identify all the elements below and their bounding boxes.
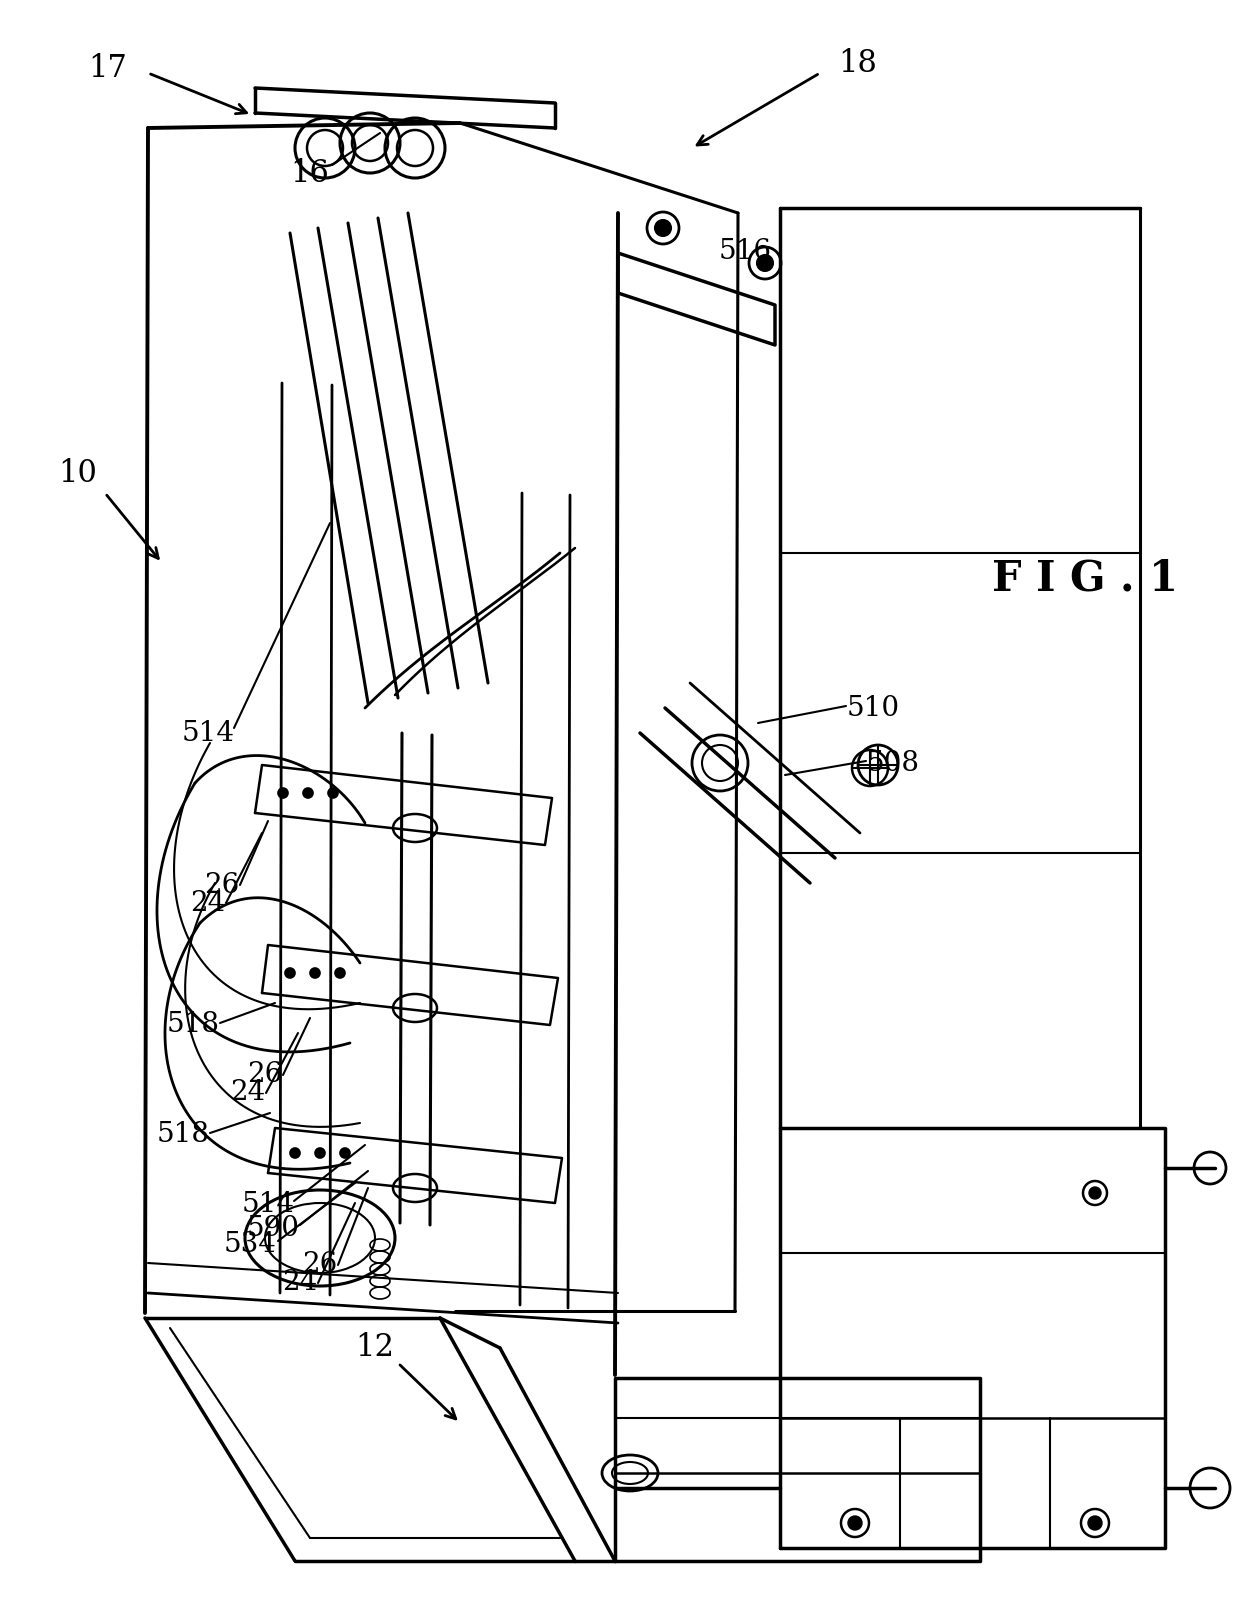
Text: 26: 26: [247, 1061, 283, 1088]
Text: 534: 534: [223, 1231, 277, 1258]
Circle shape: [278, 789, 288, 798]
Text: 24: 24: [231, 1079, 265, 1106]
Text: 24: 24: [191, 890, 226, 917]
Circle shape: [285, 968, 295, 978]
Text: 24: 24: [283, 1270, 317, 1297]
Circle shape: [315, 1148, 325, 1157]
Circle shape: [1087, 1516, 1102, 1529]
Text: 590: 590: [247, 1215, 300, 1241]
Text: 508: 508: [867, 750, 920, 776]
Text: 516: 516: [718, 237, 771, 264]
Text: 26: 26: [303, 1252, 337, 1279]
Text: 510: 510: [847, 694, 899, 721]
Text: 518: 518: [156, 1122, 210, 1148]
Circle shape: [1089, 1186, 1101, 1199]
Circle shape: [290, 1148, 300, 1157]
Circle shape: [756, 255, 773, 271]
Circle shape: [848, 1516, 862, 1529]
Text: 16: 16: [290, 157, 330, 189]
Text: 514: 514: [181, 720, 234, 747]
Text: F I G . 1: F I G . 1: [992, 556, 1178, 600]
Circle shape: [303, 789, 312, 798]
Text: 12: 12: [356, 1332, 394, 1364]
Text: 10: 10: [58, 457, 98, 489]
Text: 18: 18: [838, 48, 878, 79]
Circle shape: [310, 968, 320, 978]
Text: 514: 514: [242, 1191, 295, 1218]
Text: 518: 518: [166, 1011, 219, 1039]
Circle shape: [655, 220, 671, 236]
Circle shape: [335, 968, 345, 978]
Circle shape: [329, 789, 339, 798]
Text: 26: 26: [205, 872, 239, 899]
Circle shape: [340, 1148, 350, 1157]
Text: 17: 17: [88, 53, 128, 83]
